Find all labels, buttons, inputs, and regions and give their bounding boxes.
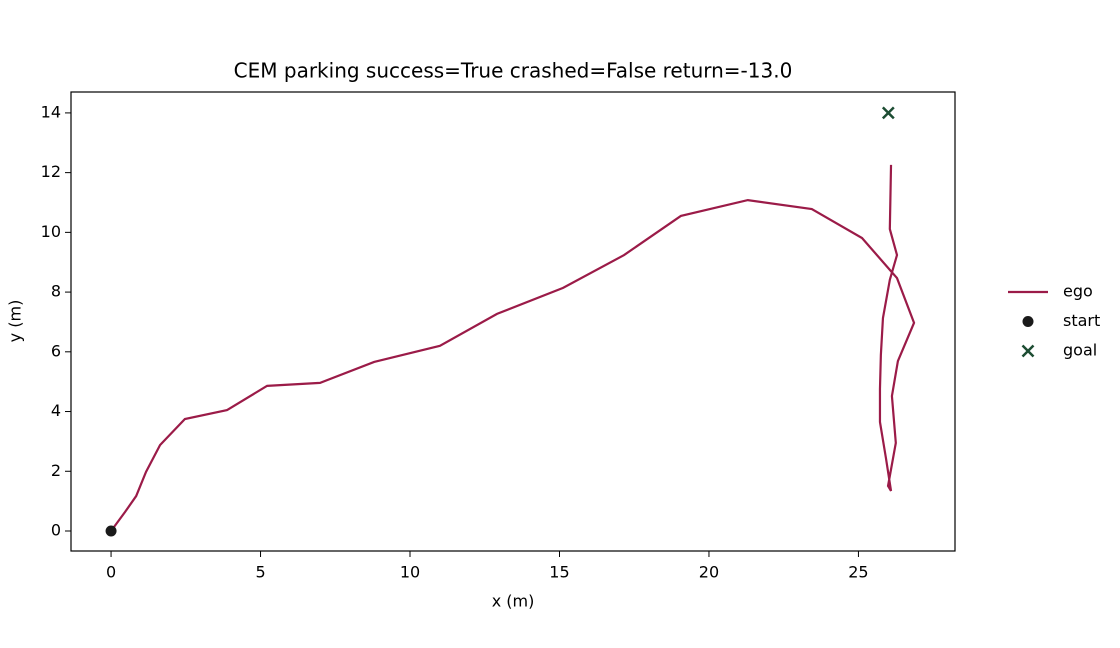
chart-title: CEM parking success=True crashed=False r… [234,59,793,83]
x-tick-label: 10 [400,563,420,582]
y-tick-label: 8 [51,282,61,301]
plot-frame [70,91,956,552]
x-tick-label: 20 [699,563,719,582]
y-tick-label: 2 [51,461,61,480]
x-axis-label: x (m) [492,592,535,611]
legend-label: goal [1063,341,1097,360]
y-tick-label: 10 [41,222,61,241]
y-tick-label: 14 [41,102,61,121]
y-tick-label: 4 [51,401,61,420]
x-tick-label: 0 [106,563,116,582]
y-tick-label: 0 [51,520,61,539]
x-tick-label: 25 [848,563,868,582]
y-tick-label: 6 [51,341,61,360]
ego-line [110,164,916,532]
goal-marker [881,106,895,120]
x-tick-label: 5 [255,563,265,582]
x-tick-label: 15 [549,563,569,582]
legend-label: ego [1063,282,1093,301]
legend-swatch [1022,316,1034,327]
start-marker [105,525,117,537]
y-tick-label: 12 [41,162,61,181]
legend-swatch [1021,344,1035,358]
legend-label: start [1063,311,1100,330]
y-axis-label: y (m) [6,300,25,343]
